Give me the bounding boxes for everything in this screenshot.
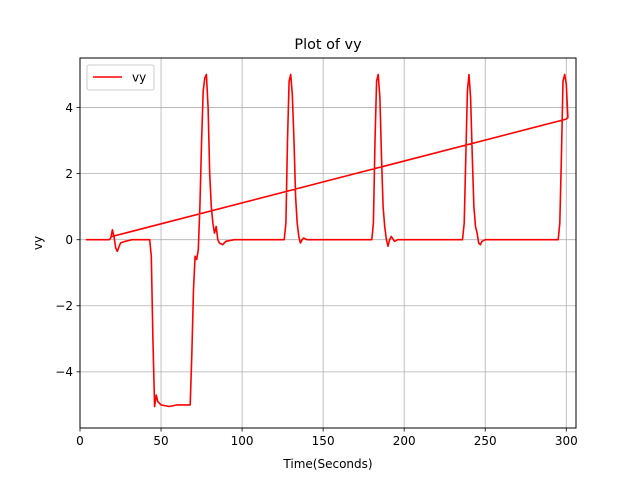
- x-tick-label: 150: [312, 434, 335, 448]
- legend: vy: [86, 64, 155, 91]
- series-layer: [85, 73, 569, 408]
- y-tick-label: −4: [55, 365, 73, 379]
- grid-lines: [79, 58, 576, 428]
- y-tick-label: 4: [65, 101, 73, 115]
- y-tick-label: −2: [55, 299, 73, 313]
- x-tick-label: 300: [555, 434, 578, 448]
- x-tick-label: 250: [474, 434, 497, 448]
- plot-area-background: [80, 58, 576, 428]
- chart-title: Plot of vy: [294, 37, 362, 53]
- series-line-vy: [85, 73, 569, 408]
- x-axis-label: Time(Seconds): [282, 457, 372, 471]
- y-tick-label: 0: [65, 233, 73, 247]
- x-tick-label: 50: [153, 434, 168, 448]
- x-tick-label: 0: [76, 434, 84, 448]
- legend-label-vy: vy: [132, 71, 146, 85]
- ticks: 0 50 100 150 200 250 300 −4 −2 0 2 4: [55, 101, 577, 448]
- plot-frame: [79, 57, 577, 429]
- x-tick-label: 200: [393, 434, 416, 448]
- y-axis-label: vy: [31, 236, 45, 250]
- x-tick-label: 100: [231, 434, 254, 448]
- y-tick-label: 2: [65, 167, 73, 181]
